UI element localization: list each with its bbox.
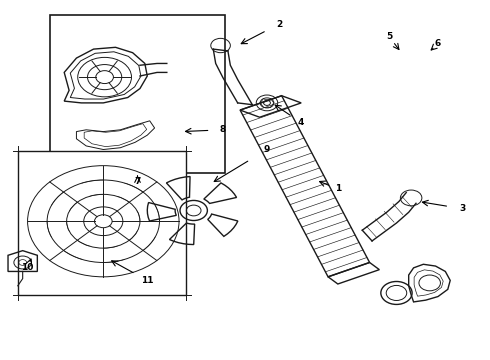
Text: 7: 7 xyxy=(134,177,141,186)
Text: 9: 9 xyxy=(264,145,270,154)
Text: 10: 10 xyxy=(22,264,34,273)
Bar xyxy=(18,151,186,295)
Text: 11: 11 xyxy=(141,276,153,285)
Text: 2: 2 xyxy=(276,19,282,28)
Text: 6: 6 xyxy=(435,39,441,48)
Text: 5: 5 xyxy=(386,32,392,41)
Text: 4: 4 xyxy=(298,118,304,127)
Text: 1: 1 xyxy=(335,184,341,193)
Text: 8: 8 xyxy=(220,125,226,134)
Bar xyxy=(49,15,225,173)
Text: 3: 3 xyxy=(459,204,466,213)
